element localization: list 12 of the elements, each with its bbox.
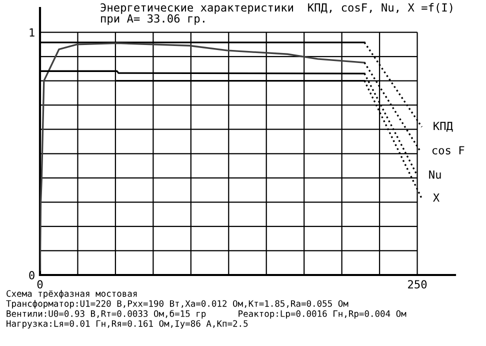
text: Вентили:U0=0.93 В,Rт=0.0033 Ом,б=15 гр Реактор:Lр=0.0016 Гн,Rр=0.004 Ом	[6, 310, 406, 319]
text: Трансформатор:U1=220 В,Pxx=190 Вт,Xa=0.012 Ом,Kт=1.85,Ra=0.055 Ом	[6, 300, 348, 309]
x-tick-label: 250	[408, 280, 427, 289]
text: при A= 33.06 гр.	[101, 14, 204, 25]
chart-title: Энергетические характеристики КПД, cosF, Nu, X =f(I)	[100, 3, 452, 14]
text: Nu	[429, 170, 441, 179]
text: X	[433, 194, 440, 202]
y-tick-label: 1	[30, 28, 34, 37]
text: Нагрузка:Lя=0.01 Гн,Rя=0.161 Ом,Iу=86 А,Kп=2.5	[6, 320, 248, 329]
text: КПД	[434, 122, 453, 132]
text: cos F	[432, 146, 464, 154]
text: Схема трёхфазная мостовая	[6, 290, 137, 299]
